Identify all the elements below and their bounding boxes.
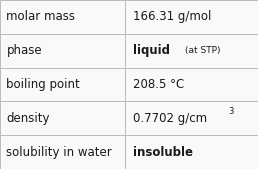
Text: liquid: liquid bbox=[133, 44, 170, 57]
Text: solubility in water: solubility in water bbox=[6, 146, 112, 159]
Text: insoluble: insoluble bbox=[133, 146, 193, 159]
Text: phase: phase bbox=[6, 44, 42, 57]
Text: (at STP): (at STP) bbox=[185, 46, 221, 55]
Text: 3: 3 bbox=[229, 107, 234, 116]
Text: 208.5 °C: 208.5 °C bbox=[133, 78, 184, 91]
Text: density: density bbox=[6, 112, 50, 125]
Text: molar mass: molar mass bbox=[6, 10, 75, 23]
Text: 0.7702 g/cm: 0.7702 g/cm bbox=[133, 112, 207, 125]
Text: boiling point: boiling point bbox=[6, 78, 80, 91]
Text: 166.31 g/mol: 166.31 g/mol bbox=[133, 10, 211, 23]
